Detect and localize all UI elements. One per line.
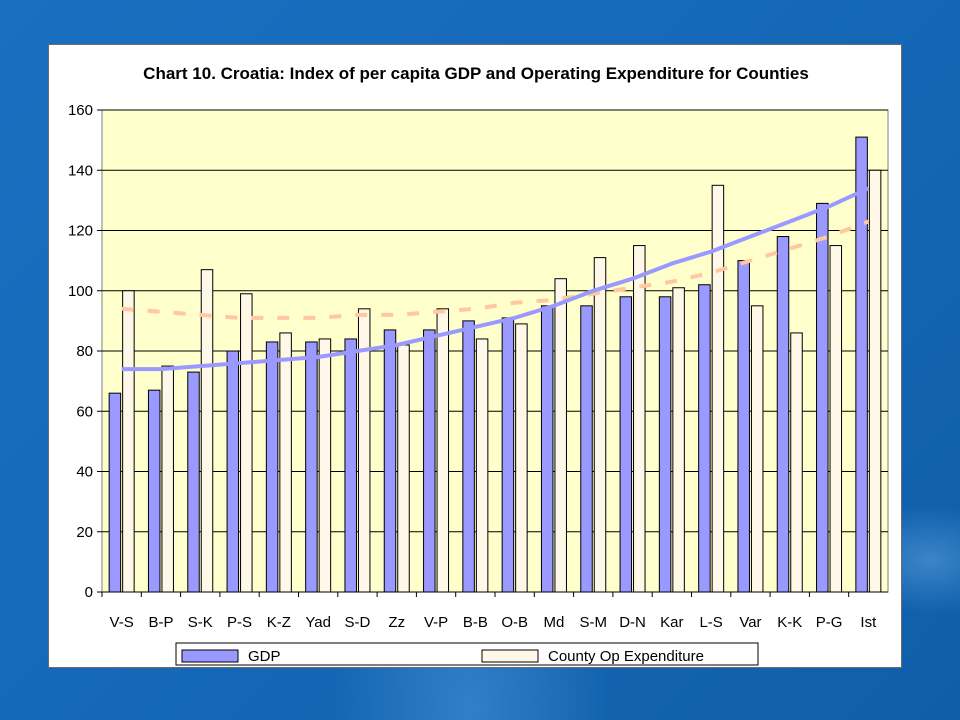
- bar-expenditure: [868, 169, 882, 593]
- bar-gdp: [619, 296, 633, 593]
- chart-title: Chart 10. Croatia: Index of per capita G…: [143, 64, 809, 83]
- x-tick-label: S-K: [188, 614, 213, 631]
- bar-gdp: [501, 317, 515, 593]
- y-tick-label: 140: [68, 162, 93, 179]
- legend-label-gdp: GDP: [248, 648, 281, 665]
- bar-expenditure: [200, 269, 214, 593]
- bar-gdp: [147, 389, 161, 593]
- bar-gdp: [698, 284, 711, 593]
- bar-expenditure: [475, 338, 489, 593]
- bar-expenditure: [318, 338, 332, 593]
- x-tick-label: B-B: [463, 614, 488, 631]
- bar-expenditure: [279, 332, 292, 593]
- bar-gdp: [344, 338, 357, 593]
- y-axis-ticks: 0 20 40 60 80 100 120 140 160: [68, 102, 102, 601]
- bar-expenditure: [829, 245, 843, 593]
- bar-gdp: [580, 305, 593, 593]
- trendline-expenditure: [121, 219, 870, 320]
- legend-swatch-gdp: [181, 649, 239, 663]
- x-tick-label: Ist: [860, 614, 877, 631]
- y-tick-label: 120: [68, 223, 93, 240]
- bar-expenditure: [593, 257, 607, 593]
- legend-box: [175, 642, 759, 666]
- bar-expenditure: [122, 290, 135, 593]
- legend-label-expenditure: County Op Expenditure: [548, 648, 704, 665]
- x-tick-label: V-P: [424, 614, 448, 631]
- x-tick-label: B-P: [148, 614, 173, 631]
- bar-gdp: [855, 136, 868, 593]
- bar-gdp: [423, 329, 436, 593]
- bar-expenditure: [790, 332, 803, 593]
- x-tick-label: S-M: [580, 614, 608, 631]
- bar-gdp: [540, 305, 554, 593]
- bar-expenditure: [633, 245, 646, 593]
- bar-expenditure: [672, 287, 685, 593]
- x-tick-label: Kar: [660, 614, 683, 631]
- bar-gdp: [265, 341, 279, 593]
- bar-expenditure: [515, 323, 528, 593]
- x-tick-label: K-Z: [267, 614, 291, 631]
- bar-expenditure: [750, 305, 764, 593]
- bar-expenditure: [397, 344, 410, 593]
- y-tick-label: 160: [68, 102, 93, 119]
- bar-gdp: [305, 341, 318, 593]
- bar-gdp: [108, 392, 122, 593]
- bar-expenditure: [161, 365, 174, 593]
- x-tick-label: D-N: [619, 614, 646, 631]
- x-tick-label: L-S: [699, 614, 722, 631]
- bar-gdp: [776, 236, 790, 593]
- trendlines: [121, 186, 870, 372]
- legend-swatch-expenditure: [481, 649, 539, 663]
- y-tick-label: 60: [76, 403, 93, 420]
- x-tick-label: Md: [544, 614, 565, 631]
- y-tick-label: 40: [76, 464, 93, 481]
- legend: GDP County Op Expenditure: [175, 642, 759, 666]
- bar-expenditure: [436, 308, 450, 593]
- y-tick-label: 0: [85, 584, 93, 601]
- y-tick-label: 100: [68, 283, 93, 300]
- bar-gdp: [187, 371, 200, 593]
- bar-expenditure: [554, 278, 567, 593]
- x-tick-label: Zz: [388, 614, 405, 631]
- bar-gdp: [658, 296, 672, 593]
- x-tick-label: S-D: [345, 614, 371, 631]
- x-tick-label: Yad: [305, 614, 331, 631]
- x-tick-label: Var: [739, 614, 761, 631]
- x-tick-label: P-G: [816, 614, 843, 631]
- bar-gdp: [226, 350, 240, 593]
- y-tick-label: 20: [76, 524, 93, 541]
- x-tick-label: O-B: [501, 614, 528, 631]
- bar-gdp: [383, 329, 397, 593]
- bar-gdp: [462, 320, 475, 593]
- bar-gdp: [737, 260, 750, 593]
- y-tick-label: 80: [76, 343, 93, 360]
- x-tick-label: V-S: [110, 614, 134, 631]
- bar-expenditure: [240, 293, 253, 593]
- x-tick-label: K-K: [777, 614, 802, 631]
- bar-gdp: [816, 202, 829, 593]
- trendline-gdp: [121, 186, 870, 372]
- x-axis-ticks: V-S B-P S-K P-S K-Z Yad S-D Zz V-P B-B O-B Md S-M D-N…: [101, 591, 888, 631]
- x-tick-label: P-S: [227, 614, 252, 631]
